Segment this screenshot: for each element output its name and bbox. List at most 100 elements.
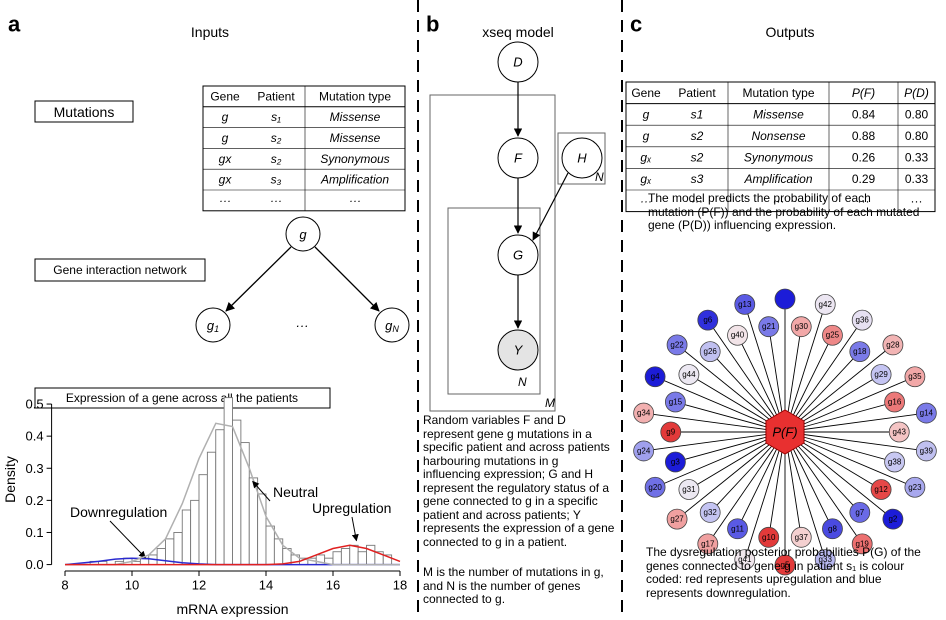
plate-label: N [595,170,604,184]
node-label: H [577,151,587,166]
network-edge [707,431,786,545]
node-label: g26 [704,347,718,356]
node-label: g41 [738,555,752,564]
table-cell: s₂ [271,131,282,145]
box-label: Mutations [54,104,115,120]
histogram-bar [349,544,359,566]
table-header: Patient [257,89,295,103]
gene-node [666,334,688,356]
network-edge [676,431,786,520]
node-label: g19 [856,539,870,548]
y-tick-label: 0.1 [26,525,44,540]
label-box [34,387,331,409]
node-label: g38 [888,457,902,466]
node-label-text: g [385,318,393,333]
gene-node [644,366,666,388]
node-label: g30 [795,322,809,331]
table-cell: s₁ [271,110,281,124]
model-node [497,329,539,371]
gene-node [697,309,719,331]
edge [314,246,380,312]
node-label: g7 [855,508,864,517]
histogram-bar [357,551,367,566]
gene-node [882,508,904,530]
table-caption: The model predicts the probability of ea… [648,191,920,232]
table-cell: s₂ [271,152,282,166]
histogram-bar [173,532,183,566]
y-tick-label: 0.4 [26,429,44,444]
plate [429,94,556,412]
node-label-text: g [299,227,307,242]
x-tick-label: 18 [393,578,407,593]
network-edge [643,412,786,433]
node-label: g27 [670,515,684,524]
histogram-bar [206,451,217,566]
node-label: g12 [874,485,888,494]
network-edge [654,376,786,433]
network-edge [784,431,894,520]
curve-pointer [351,516,359,542]
gene-node [849,341,871,362]
table-cell: ··· [270,193,282,207]
node-label: g28 [886,340,900,349]
gene-node [882,334,904,356]
node-label: g18 [853,347,867,356]
histogram-bar [232,419,242,566]
network-edge [744,431,786,560]
y-tick-label: 0.5 [26,397,44,412]
y-tick-label: 0.0 [26,557,44,572]
network-edge [784,319,863,433]
gene-node [870,479,892,500]
x-tick-label: 14 [259,578,273,593]
node-label: Y [514,343,524,358]
table-cell: Missense [753,107,804,121]
x-tick-label: 12 [192,578,206,593]
gene-node [822,324,843,346]
table-cell: ··· [773,194,785,208]
node-label-sub: N [392,324,399,334]
panel-title: xseq model [482,24,554,40]
node-label: g6 [703,316,712,325]
node-label: g17 [701,539,715,548]
curve-label: Neutral [273,484,318,500]
histogram-bar [265,525,275,566]
gene-node [904,476,926,498]
edge [225,246,292,312]
table-cell: ··· [691,194,703,208]
gene-node [644,476,666,498]
histogram-bar [181,509,192,566]
table-cell: Amplification [743,172,812,186]
gene-node [727,324,748,346]
histogram-bar [156,548,166,566]
table-cell: 0.33 [905,172,929,186]
node-label: g44 [682,370,696,379]
node-label: g1 [207,318,219,335]
node-label-sub: 1 [214,324,219,334]
node-label: g21 [762,322,776,331]
table-cell: ··· [858,194,870,208]
table-cell: g [643,107,650,121]
gene-node [664,451,686,473]
gene-node [822,518,843,540]
network-edge [784,376,916,433]
node-label: g [299,227,307,242]
table-cell: s3 [691,172,704,186]
table-cell: 0.33 [905,151,929,165]
gene-node [727,518,748,540]
node-label: g9 [666,428,675,437]
table-cell: Amplification [320,173,389,187]
network-edge [784,431,927,452]
node-label: gN [385,318,399,335]
node-label: g29 [874,370,888,379]
node-label: g16 [888,398,902,407]
table-cell: s1 [691,107,704,121]
hub-node [765,409,805,455]
edge [532,172,569,241]
table-cell: gx [219,173,233,187]
node-label: g24 [637,446,651,455]
panel-letter: a [8,12,21,37]
network-edge [784,344,894,433]
network-edge [784,431,916,488]
curve-pointer [252,480,271,502]
